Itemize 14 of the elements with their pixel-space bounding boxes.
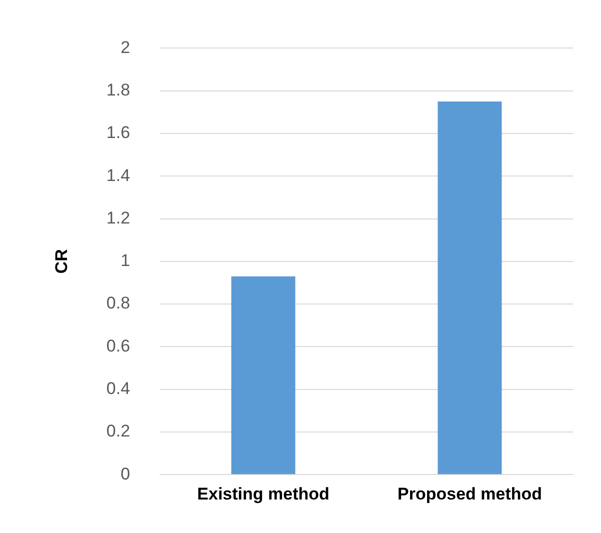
y-tick-label: 1 [120,251,130,270]
y-tick-label: 1.8 [106,80,130,100]
y-tick-label: 1.2 [106,208,130,228]
x-tick-label: Existing method [197,484,330,504]
y-tick-label: 2 [120,38,130,57]
y-tick-label: 1.4 [106,166,130,185]
y-axis-title: CR [52,249,71,274]
y-tick-label: 1.6 [106,123,130,142]
y-tick-label: 0.2 [106,422,130,441]
y-tick-label: 0.8 [106,294,130,313]
y-tick-label: 0.6 [106,336,130,356]
x-tick-label: Proposed method [398,484,542,504]
y-tick-label: 0.4 [106,379,130,398]
y-tick-label: 0 [120,464,130,484]
